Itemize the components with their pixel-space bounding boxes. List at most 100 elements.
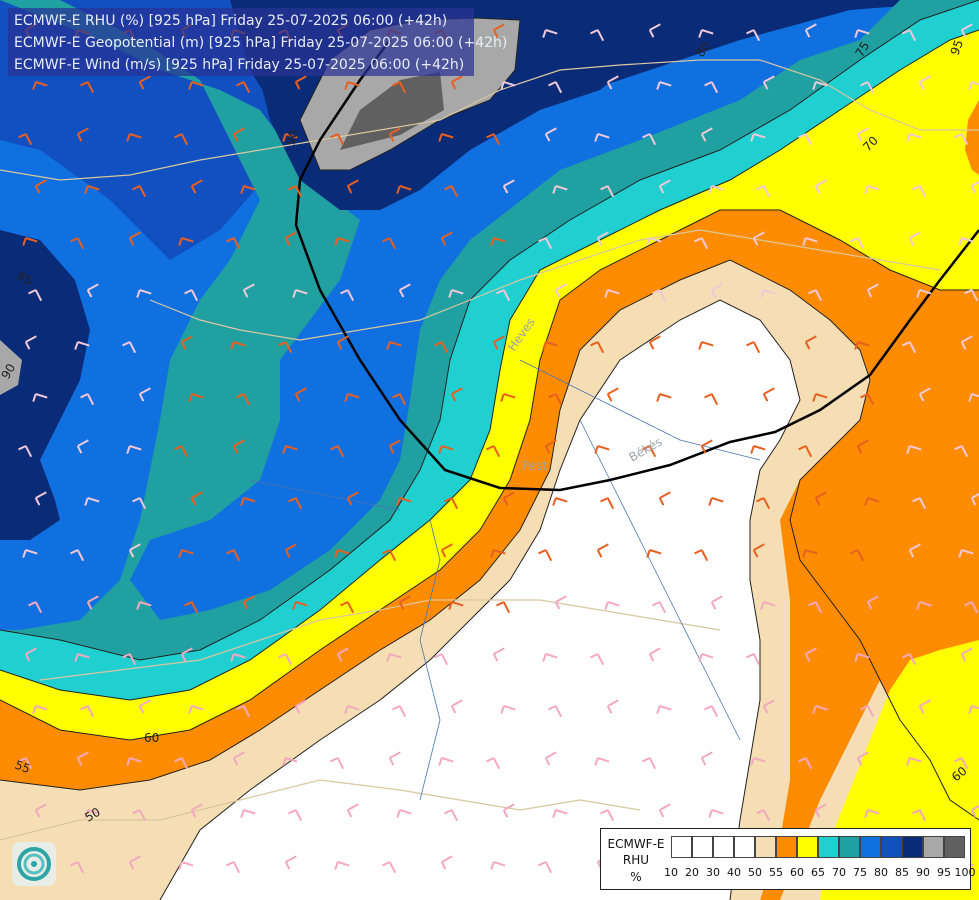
wind-barb [336,647,349,662]
wind-barb [334,549,350,558]
wind-barb [916,601,932,610]
wind-barb [292,601,308,610]
wind-barb [126,445,142,454]
wind-barb [334,237,350,246]
legend-swatch [671,836,692,858]
wind-barb [762,75,775,90]
legend-swatch [797,836,818,858]
legend-tick-label: 100 [954,866,976,879]
wind-barb [656,705,672,714]
wind-barb [752,543,765,558]
wind-barb [74,341,90,350]
wind-barb [174,133,189,146]
legend-tick-label: 60 [790,866,804,879]
wind-barb [594,757,610,766]
wind-barb [444,185,459,198]
wind-barb [496,289,511,302]
wind-barb [440,855,453,870]
wind-barb [856,751,869,766]
wind-barb [652,601,667,614]
wind-barb [808,601,823,614]
wind-barb [646,549,662,558]
wind-barb [240,497,256,506]
legend-tick-label: 75 [853,866,867,879]
wind-barb [700,751,713,766]
wind-barb [284,543,297,558]
rhu-95-area [340,72,444,150]
place-label-pest: Pest [522,459,547,473]
wind-barb [70,861,85,874]
legend-swatch [923,836,944,858]
wind-barb [398,595,411,610]
wind-barb [184,289,199,302]
wind-barb [486,445,501,458]
wind-barb [346,491,359,506]
wind-barb [440,543,453,558]
wind-barb [396,185,412,194]
wind-barb [334,861,350,870]
wind-barb [694,549,709,562]
legend-swatch [713,836,734,858]
wind-barb [594,133,610,142]
wind-barb [918,387,931,402]
wind-barb [240,809,256,818]
wind-barb [392,705,407,718]
wind-barb [902,341,917,354]
wind-barb [226,237,241,250]
wind-barb [658,179,671,194]
wind-barb [812,81,828,90]
wind-barb [132,809,147,822]
wind-barb [604,289,620,298]
wind-barb [906,445,922,454]
wind-barb [756,809,771,822]
wind-barb [188,393,204,402]
legend-swatch [755,836,776,858]
legend-tick-label: 85 [895,866,909,879]
wind-barb [552,497,568,506]
wind-barb [392,393,407,406]
wind-barb [398,283,411,298]
wind-barb [76,439,89,454]
wind-barb [178,549,194,558]
legend-swatches [671,836,965,860]
rhu-90-west-area [0,340,22,395]
wind-barb [346,803,359,818]
wind-barb [866,595,879,610]
wind-barb [18,133,33,146]
legend-tick-label: 65 [811,866,825,879]
wind-barb [746,341,761,354]
wind-barb [812,705,828,714]
title-wind: ECMWF-E Wind (m/s) [925 hPa] Friday 25-0… [14,57,465,73]
wind-barb [968,81,979,90]
wind-barb [538,237,553,250]
contour-label-60: 60 [144,731,159,745]
wind-barb [642,445,657,458]
legend-swatch [902,836,923,858]
wind-barb [652,289,667,302]
wind-barb [958,549,974,558]
wind-barb [646,237,662,246]
wind-barb [136,289,152,298]
contour-label-55: 55 [13,758,32,776]
wind-barb [648,647,661,662]
wind-barb [960,647,973,662]
wind-barb [128,855,141,870]
wind-barb [80,81,95,94]
wind-barb [538,861,553,874]
wind-barb [294,387,307,402]
wind-barb [804,335,817,350]
wind-barb [230,653,246,662]
wind-barb [970,180,979,194]
wind-barb [236,393,251,406]
wind-barb [698,653,714,662]
wind-barb [548,705,563,718]
wind-barb [798,133,813,146]
wind-barb [594,445,610,454]
wind-barb [174,757,189,770]
wind-barb [492,23,505,38]
wind-barb [704,393,719,406]
legend-swatch [881,836,902,858]
wind-barb [912,497,927,510]
wind-barb [282,133,298,142]
wind-barb [918,75,931,90]
